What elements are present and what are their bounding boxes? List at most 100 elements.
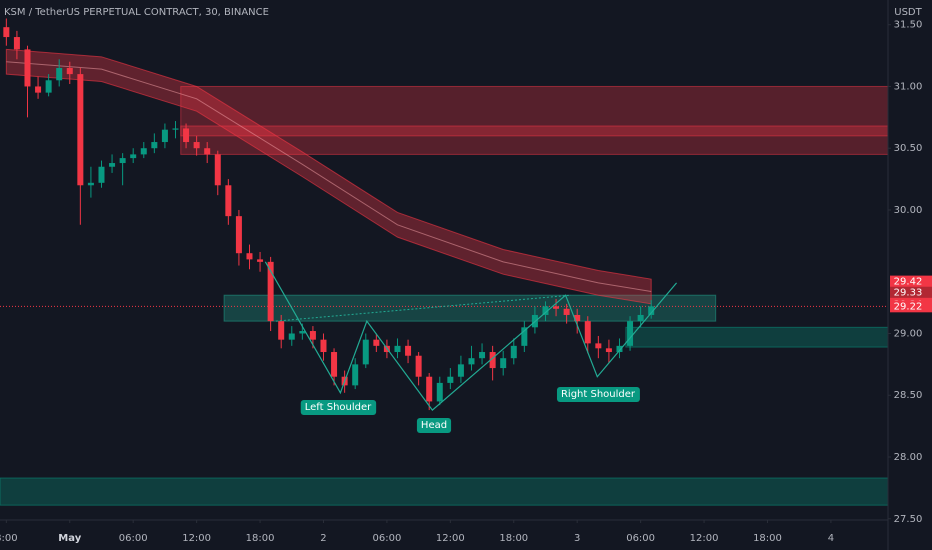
candle-body (426, 376, 433, 402)
candle-body (584, 321, 591, 344)
candle-body (500, 358, 507, 369)
y-tick-label: 28.00 (894, 452, 923, 463)
candle-body (204, 148, 211, 155)
x-tick-label: 12:00 (690, 533, 719, 544)
candle-body (109, 163, 116, 167)
x-tick-label: 18:00 (499, 533, 528, 544)
candle-body (309, 331, 316, 340)
candle-body (193, 142, 200, 149)
candle-body (479, 352, 486, 359)
candle-body (45, 80, 52, 93)
candle-body (627, 321, 634, 346)
price-label: 29.42 (894, 277, 923, 288)
x-tick-label: 3 (574, 533, 580, 544)
candle-body (24, 49, 31, 87)
zone (0, 477, 889, 506)
y-tick-label: 27.50 (894, 514, 923, 525)
candle-body (172, 128, 179, 130)
x-tick-label: 2 (320, 533, 326, 544)
ribbon-center (6, 61, 652, 292)
y-tick-label: 31.50 (894, 20, 923, 31)
candle-body (605, 348, 612, 353)
candle-body (331, 352, 338, 377)
candle-body (225, 185, 232, 217)
x-tick-label: 8:00 (0, 533, 18, 544)
candle-body (98, 166, 105, 183)
chart-title: KSM / TetherUS PERPETUAL CONTRACT, 30, B… (4, 7, 269, 18)
candle-body (563, 308, 570, 315)
x-tick-label: 18:00 (753, 533, 782, 544)
candle-body (246, 253, 253, 260)
candle-body (278, 321, 285, 340)
x-tick-label: 12:00 (182, 533, 211, 544)
candle-body (394, 345, 401, 353)
y-tick-label: 28.50 (894, 390, 923, 401)
price-label-box (890, 275, 932, 288)
candle-body (267, 261, 274, 322)
candle-body (468, 358, 475, 365)
y-tick-label: 31.00 (894, 81, 923, 92)
candle-body (87, 182, 94, 186)
candle-body (362, 339, 369, 365)
x-tick-label: 4 (828, 533, 834, 544)
candle-body (510, 345, 517, 359)
candle-body (13, 37, 20, 50)
y-tick-label: 29.00 (894, 328, 923, 339)
candle-body (637, 314, 644, 322)
candle-body (415, 355, 422, 377)
candle-body (66, 67, 73, 75)
x-tick-label: 06:00 (626, 533, 655, 544)
candle-body (553, 306, 560, 309)
candle-body (299, 331, 306, 334)
candle-body (288, 333, 295, 340)
candle-body (447, 376, 454, 383)
zone (180, 125, 889, 137)
candle-body (119, 158, 126, 164)
price-label-box (890, 300, 932, 313)
annotation: Head (421, 420, 447, 431)
candle-body (235, 216, 242, 254)
annotation: Left Shoulder (305, 402, 372, 413)
y-tick-label: 30.50 (894, 143, 923, 154)
annotation: Right Shoulder (561, 389, 636, 400)
price-label: 29.33 (894, 288, 923, 299)
candle-body (489, 352, 496, 369)
candle-body (352, 364, 359, 386)
candle-body (56, 67, 63, 81)
candle-body (140, 148, 147, 155)
candle-body (77, 74, 84, 186)
x-tick-label: 12:00 (436, 533, 465, 544)
annotation-box (416, 418, 452, 433)
candle-body (574, 314, 581, 322)
candle-body (3, 27, 10, 38)
candle-body (405, 345, 412, 356)
zone (223, 294, 717, 322)
candle-body (616, 345, 623, 353)
zone (625, 326, 889, 348)
price-label-box (890, 286, 932, 299)
y-tick-label: 30.00 (894, 205, 923, 216)
zone (180, 85, 889, 155)
neckline (275, 294, 571, 322)
pattern-line (264, 261, 678, 411)
x-tick-label: 06:00 (373, 533, 402, 544)
candle-body (595, 343, 602, 349)
candle-body (521, 327, 528, 346)
candle-body (320, 339, 327, 353)
annotation-box (300, 400, 377, 415)
candle-body (183, 128, 190, 143)
candle-body (457, 364, 464, 377)
x-tick-label: May (58, 533, 81, 544)
plot (0, 18, 889, 506)
candle-body (373, 339, 380, 346)
candle-body (542, 306, 549, 315)
x-tick-label: 18:00 (246, 533, 275, 544)
candle-body (257, 259, 264, 262)
candle-body (151, 142, 158, 149)
annotation-box (556, 387, 640, 402)
y-axis-label: USDT (894, 7, 922, 18)
price-label: 29.22 (894, 301, 923, 312)
candle-body (214, 154, 221, 186)
candle-body (436, 382, 443, 402)
